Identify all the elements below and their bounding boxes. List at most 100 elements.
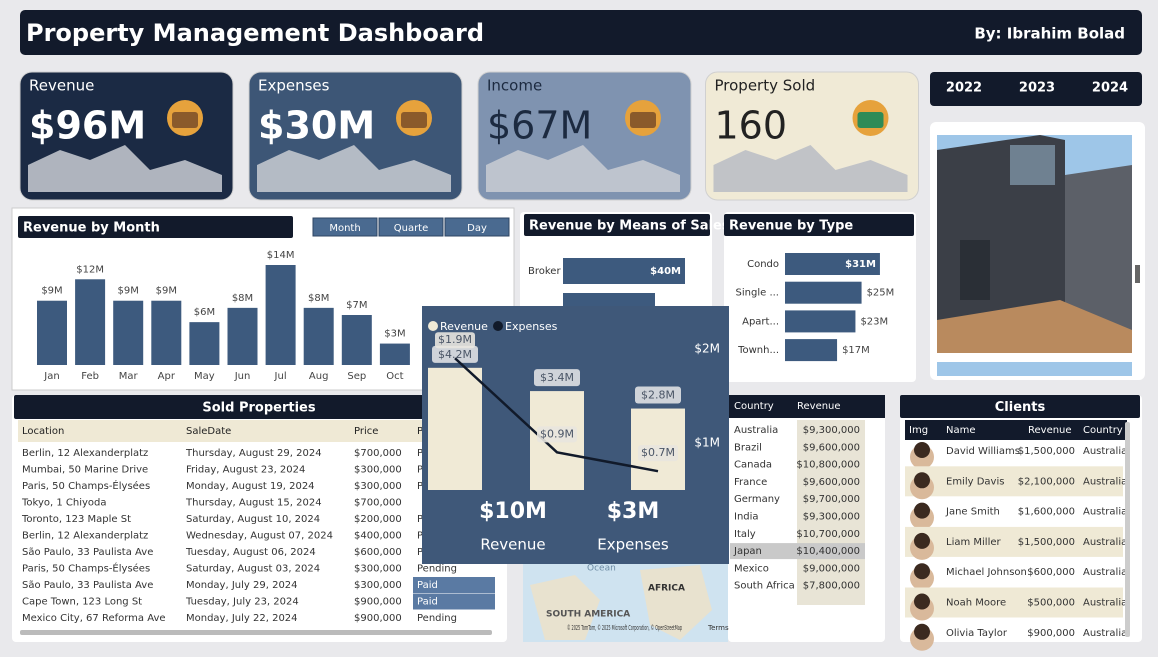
column-header: Img: [909, 425, 928, 436]
client-revenue: $600,000: [1027, 567, 1075, 578]
kpi-value: $30M: [258, 104, 375, 148]
table-cell: $10,400,000: [796, 546, 860, 557]
column-header: SaleDate: [186, 426, 231, 437]
table-cell: Monday, August 19, 2024: [186, 481, 315, 492]
client-revenue: $900,000: [1027, 628, 1075, 639]
avatar-hair: [914, 563, 930, 580]
column-header: Revenue: [797, 401, 841, 412]
data-label: $17M: [842, 345, 870, 356]
line: [454, 357, 659, 473]
client-country: Australia: [1083, 446, 1127, 457]
data-label-box: [537, 426, 577, 443]
header-bar: [20, 10, 1142, 55]
period-button-label: Day: [467, 223, 487, 234]
avatar-hair: [914, 472, 930, 489]
kpi-label: Income: [487, 77, 542, 95]
bar: [785, 339, 838, 362]
bar: [428, 367, 482, 490]
client-country: Australia: [1083, 567, 1127, 578]
table-cell: $300,000: [354, 481, 402, 492]
scrollbar: [1125, 422, 1130, 637]
table-cell: P: [417, 531, 423, 542]
map: [523, 560, 728, 642]
avatar-hair: [914, 502, 930, 519]
panel-title: Revenue by Type: [729, 219, 853, 234]
table-cell: Paid: [417, 597, 438, 608]
table-cell: Japan: [733, 546, 762, 557]
period-button: [378, 217, 444, 237]
status-highlight: [413, 577, 495, 593]
x-tick-label: Jun: [234, 371, 251, 382]
sold-panel: [12, 395, 507, 642]
panel-title-bar: [900, 395, 1140, 418]
table-cell: P: [417, 481, 423, 492]
legend-label: Expenses: [505, 320, 558, 333]
table-cell: France: [734, 477, 767, 488]
panel-title: Sold Properties: [202, 401, 315, 416]
table-cell: P: [417, 547, 423, 558]
y2-tick-label: $2M: [694, 341, 720, 355]
data-label: $14M: [267, 250, 295, 261]
data-label: $9M: [118, 286, 139, 297]
x-tick-label: May: [194, 371, 215, 382]
client-revenue: $1,600,000: [1018, 507, 1075, 518]
kpi-icon-detail: [401, 112, 427, 128]
avatar-hair: [914, 623, 930, 640]
table-cell: São Paulo, 33 Paulista Ave: [22, 547, 153, 558]
data-label: $9M: [41, 286, 62, 297]
bar: [75, 279, 106, 365]
table-cell: $7,800,000: [803, 581, 860, 592]
period-button-label: Quarte: [394, 223, 429, 234]
data-label: $8M: [232, 293, 253, 304]
avatar-hair: [914, 442, 930, 458]
kpi-label: Expenses: [258, 77, 330, 95]
data-label: $2.8M: [641, 389, 675, 402]
x-tick-label: Sep: [347, 371, 366, 382]
kpi-label: Property Sold: [715, 77, 816, 95]
table-cell: São Paulo, 33 Paulista Ave: [22, 580, 153, 591]
bar: [785, 310, 856, 333]
data-label: $7M: [346, 300, 367, 311]
data-label: $1.9M: [438, 333, 472, 346]
panel-title-bar: [14, 395, 504, 419]
table-cell: $10,700,000: [796, 529, 860, 540]
title: Property Management Dashboard: [26, 19, 484, 47]
total-value: $3M: [607, 499, 660, 524]
legend-marker: [428, 321, 438, 331]
bar: [785, 281, 862, 304]
client-country: Australia: [1083, 537, 1127, 548]
x-tick-label: Jul: [274, 371, 287, 382]
data-label: $0.9M: [540, 427, 574, 440]
table-cell: Cape Town, 123 Long St: [22, 597, 142, 608]
bar: [227, 307, 258, 365]
table-header: [728, 395, 885, 418]
table-cell: $900,000: [354, 597, 402, 608]
table-cell: Saturday, August 10, 2024: [186, 514, 320, 525]
period-button-label: Month: [329, 223, 360, 234]
bar: [265, 265, 296, 365]
data-label: $23M: [860, 316, 888, 327]
row-band: [905, 587, 1123, 618]
y-tick-label: Apart...: [742, 316, 779, 327]
panel-title: Revenue by Means of Sales: [529, 219, 730, 234]
table-cell: $400,000: [354, 531, 402, 542]
scrollbar: [20, 630, 492, 635]
client-name: David Williams: [946, 446, 1020, 457]
row-highlight: [730, 543, 865, 560]
data-label-box: [435, 332, 475, 349]
table-cell: Berlin, 12 Alexanderplatz: [22, 448, 148, 459]
table-cell: $9,000,000: [803, 563, 860, 574]
table-cell: $300,000: [354, 564, 402, 575]
bar: [151, 300, 182, 365]
table-cell: $900,000: [354, 613, 402, 624]
table-cell: Monday, July 22, 2024: [186, 613, 298, 624]
column-header: Country: [734, 401, 774, 412]
year-button: 2022: [946, 81, 982, 96]
client-name: Emily Davis: [946, 476, 1004, 487]
table-cell: Australia: [734, 425, 778, 436]
kpi-icon-detail: [630, 112, 656, 128]
table-cell: Paid: [417, 580, 438, 591]
table-cell: P: [417, 514, 423, 525]
panel-title-bar: [524, 214, 710, 236]
